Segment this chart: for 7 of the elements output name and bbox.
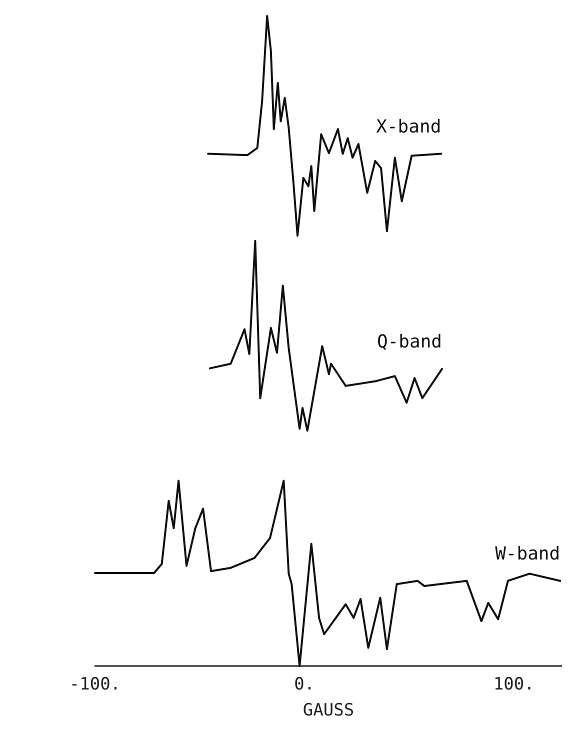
series-label: X-band	[376, 116, 442, 138]
series-label: Q-band	[376, 331, 442, 352]
x-axis-title: GAUSS	[302, 700, 354, 720]
x-tick-label: 0.	[294, 674, 315, 694]
x-tick-label: 100.	[493, 674, 534, 694]
x-tick-label: -100.	[69, 674, 121, 694]
series-label: W-band	[495, 543, 560, 564]
